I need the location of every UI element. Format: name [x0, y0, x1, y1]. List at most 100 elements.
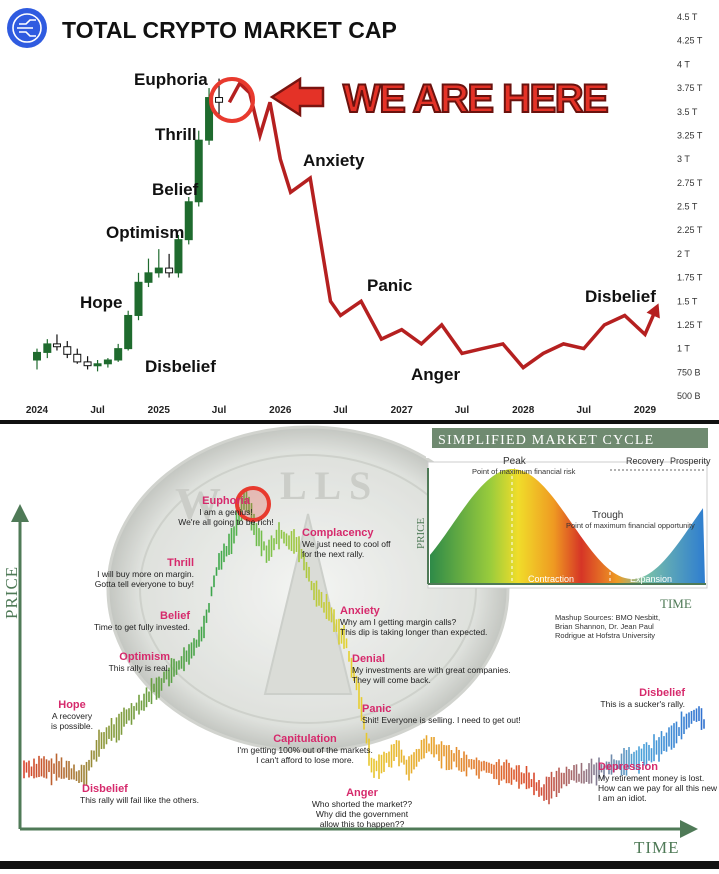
- phase-labels: Euphoria Thrill Belief Optimism Hope Dis…: [80, 70, 656, 384]
- x-tick-label: 2024: [26, 405, 49, 416]
- y-tick-label: 500 B: [677, 391, 701, 401]
- price-axis: [11, 504, 698, 838]
- phase-note-line: My investments are with great companies.: [352, 665, 511, 675]
- candle-body: [194, 139, 203, 203]
- pointer-arrow-icon: [269, 76, 325, 118]
- x-tick-label: 2029: [634, 405, 657, 416]
- phase-note-line: This dip is taking longer than expected.: [340, 627, 487, 637]
- market-cycle-svg: W L L S PRICE TIME SIMPLIFIED MARKET CYC…: [2, 425, 719, 857]
- phase-note-line: They will come back.: [352, 675, 431, 685]
- phase-note-line: I am a genius!: [199, 507, 252, 517]
- phase-note-line: Why am I getting margin calls?: [340, 617, 456, 627]
- phase-thrill: Thrill: [155, 125, 197, 144]
- price-axis-label: PRICE: [2, 566, 21, 619]
- market-cycle-panel: W L L S PRICE TIME SIMPLIFIED MARKET CYC…: [0, 424, 719, 869]
- inset-trough-note: Point of maximum financial opportunity: [566, 521, 695, 530]
- watermark-text-right: L L S: [280, 463, 371, 508]
- y-tick-label: 4.25 T: [677, 36, 703, 46]
- phase-anxiety: Anxiety: [303, 151, 365, 170]
- phase-note-line: We're all going to be rich!: [178, 517, 274, 527]
- x-tick-label: 2025: [148, 405, 171, 416]
- x-tick-label: 2027: [391, 405, 414, 416]
- candle-body: [43, 343, 52, 353]
- phase-note-line: for the next rally.: [302, 549, 364, 559]
- candle-body: [184, 201, 193, 241]
- y-tick-label: 1 T: [677, 344, 690, 354]
- phase-belief: Belief: [152, 180, 199, 199]
- y-tick-label: 3.5 T: [677, 107, 698, 117]
- y-tick-label: 1.75 T: [677, 273, 703, 283]
- inset-peak-note: Point of maximum financial risk: [472, 467, 576, 476]
- x-axis-ticks: 2024 Jul 2025 Jul 2026 Jul 2027 Jul 2028 Jul 2029: [26, 405, 657, 416]
- phase-euphoria: Euphoria: [134, 70, 208, 89]
- phase-note-line: I am an idiot.: [598, 793, 647, 803]
- phase-title: Belief: [160, 610, 190, 622]
- candle-body: [33, 351, 41, 361]
- we-are-here-banner: WE ARE HERE: [343, 77, 608, 121]
- y-tick-label: 1.5 T: [677, 296, 698, 306]
- x-tick-label: 2028: [512, 405, 535, 416]
- y-tick-label: 4 T: [677, 59, 690, 69]
- candle-body: [73, 353, 82, 363]
- inset-trough-label: Trough: [592, 510, 623, 521]
- phase-title: Hope: [58, 699, 86, 711]
- y-tick-label: 1.25 T: [677, 320, 703, 330]
- phase-note-line: This is a sucker's rally.: [600, 699, 685, 709]
- y-tick-label: 3.25 T: [677, 130, 703, 140]
- y-tick-label: 3.75 T: [677, 83, 703, 93]
- source-line-1: Mashup Sources: BMO Nesbitt,: [555, 613, 660, 622]
- candle-body: [215, 97, 224, 103]
- phase-note-line: A recovery: [52, 711, 93, 721]
- source-line-2: Brian Shannon, Dr. Jean Paul: [555, 622, 654, 631]
- phase-note-line: This rally is real.: [109, 663, 170, 673]
- projection-arrowhead-icon: [646, 303, 660, 319]
- candle-body: [205, 97, 214, 141]
- phase-title: Panic: [362, 703, 391, 715]
- candle-body: [103, 359, 112, 365]
- inset-time-label: TIME: [660, 596, 692, 611]
- sources-note: Mashup Sources: BMO Nesbitt, Brian Shann…: [555, 613, 660, 640]
- current-position-highlight: [209, 77, 255, 123]
- y-tick-label: 4.5 T: [677, 12, 698, 22]
- x-tick-label: Jul: [577, 405, 592, 416]
- y-tick-label: 2 T: [677, 249, 690, 259]
- phase-title: Optimism: [119, 651, 170, 663]
- x-tick-label: Jul: [212, 405, 227, 416]
- x-tick-label: Jul: [90, 405, 105, 416]
- historical-candles: [33, 78, 224, 372]
- y-tick-label: 2.25 T: [677, 225, 703, 235]
- inset-phase-recovery: Recovery: [626, 456, 665, 466]
- inset-price-label: PRICE: [415, 518, 427, 549]
- phase-anger: Anger: [411, 365, 461, 384]
- phase-disbelief-early: Disbelief: [145, 357, 216, 376]
- candle-body: [154, 267, 163, 274]
- phase-note-line: This rally will fail like the others.: [80, 795, 199, 805]
- phase-panic: Panic: [367, 276, 412, 295]
- phase-title: Anxiety: [340, 605, 381, 617]
- candle-body: [114, 348, 123, 361]
- phase-note-line: I'm getting 100% out of the markets.: [237, 745, 373, 755]
- phase-disbelief-late: Disbelief: [585, 287, 656, 306]
- phase-title: Denial: [352, 653, 385, 665]
- market-cycle-inset: SIMPLIFIED MARKET CYCLE PRICE TIME Peak …: [415, 426, 711, 611]
- coin-watermark: W L L S: [106, 425, 510, 753]
- candle-body: [174, 239, 183, 274]
- inset-peak-label: Peak: [503, 456, 527, 467]
- phase-title: Anger: [346, 787, 379, 799]
- phase-note-line: Why did the government: [316, 809, 409, 819]
- candle-body: [52, 343, 61, 348]
- candle-body: [63, 346, 72, 355]
- phase-note-line: Shit! Everyone is selling. I need to get…: [362, 715, 521, 725]
- x-tick-label: Jul: [333, 405, 348, 416]
- y-tick-label: 750 B: [677, 367, 701, 377]
- crypto-chart-svg: TOTAL CRYPTO MARKET CAP 4.5 T 4.25 T 4 T 3.…: [7, 8, 703, 416]
- x-tick-label: 2026: [269, 405, 292, 416]
- watermark-text-left: W: [175, 478, 221, 529]
- phase-note-line: I will buy more on margin.: [97, 569, 194, 579]
- y-tick-label: 2.75 T: [677, 178, 703, 188]
- phase-hope: Hope: [80, 293, 123, 312]
- phase-note-line: We just need to cool off: [302, 539, 391, 549]
- phase-note-line: is possible.: [51, 721, 93, 731]
- candle-body: [134, 281, 143, 316]
